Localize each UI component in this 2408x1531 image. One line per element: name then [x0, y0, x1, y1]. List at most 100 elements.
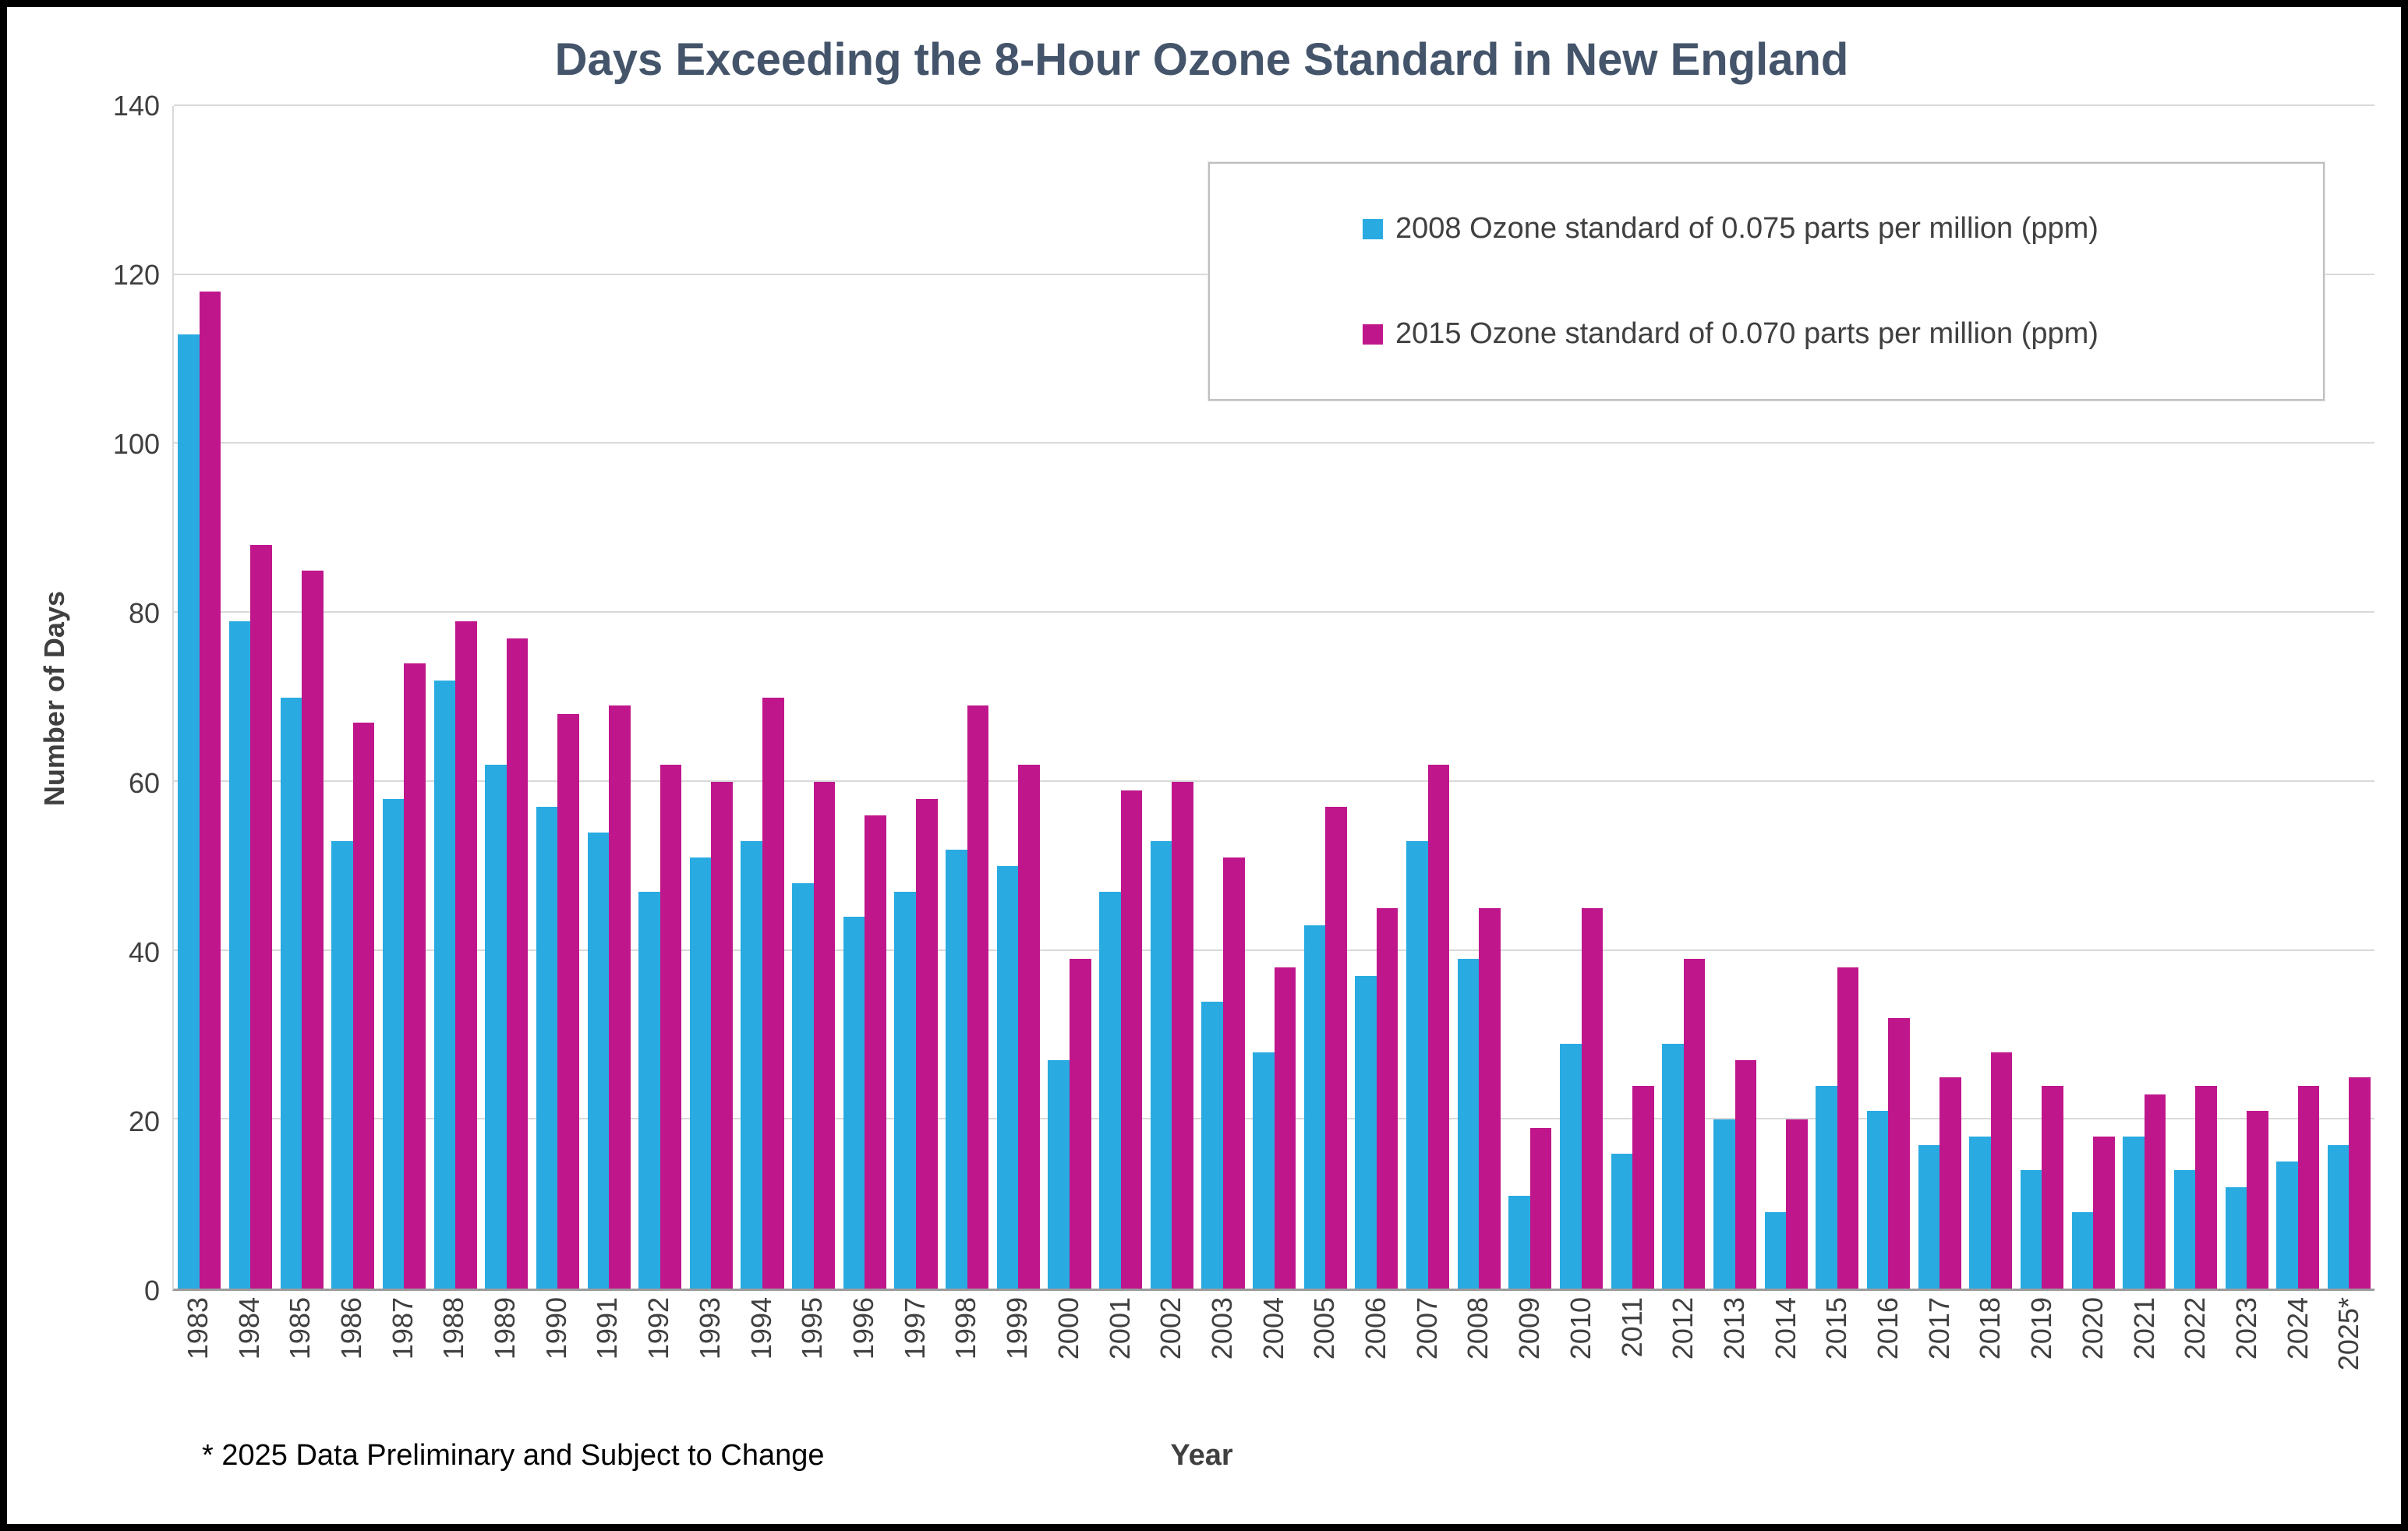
x-tick-label: 1989 — [479, 1297, 531, 1360]
bar — [2297, 1085, 2320, 1289]
x-tick-label-text: 2016 — [1872, 1297, 1904, 1360]
bar — [792, 882, 814, 1289]
x-tick-label-text: 1986 — [334, 1297, 367, 1360]
bar — [331, 840, 353, 1289]
bar — [1120, 790, 1143, 1289]
x-tick-label-text: 2019 — [2025, 1297, 2058, 1360]
bar-group — [2170, 106, 2222, 1289]
chart-body: Number of Days 0 20 40 60 80 100 120 140 2008 O… — [24, 92, 2379, 1420]
bar-group — [1299, 106, 1351, 1289]
bar-group — [1556, 106, 1607, 1289]
bar — [946, 849, 967, 1289]
x-tick-label-text: 1985 — [284, 1297, 316, 1360]
bar-group — [737, 106, 788, 1289]
bar — [1253, 1052, 1275, 1289]
bar-group — [686, 106, 737, 1289]
bar — [2123, 1136, 2145, 1289]
x-tick-label-text: 1995 — [796, 1297, 829, 1360]
bar — [1457, 959, 1480, 1289]
bar — [1376, 908, 1398, 1289]
x-tick-label: 2014 — [1760, 1297, 1812, 1360]
legend-entry: 2015 Ozone standard of 0.070 parts per m… — [1363, 317, 2292, 351]
bar — [1018, 765, 1040, 1289]
bar — [1406, 840, 1428, 1289]
x-tick-label-text: 1983 — [181, 1297, 214, 1360]
bar — [1816, 1085, 1837, 1289]
bar-group — [2119, 106, 2170, 1289]
legend-entry: 2008 Ozone standard of 0.075 parts per m… — [1363, 212, 2292, 246]
bar — [1990, 1052, 2013, 1289]
bar — [741, 840, 763, 1289]
x-tick-label-text: 2020 — [2076, 1297, 2109, 1360]
x-tick-label-text: 2024 — [2281, 1297, 2314, 1360]
bar — [1918, 1144, 1940, 1289]
x-tick-label-text: 2007 — [1410, 1297, 1443, 1360]
x-tick-label-text: 2009 — [1513, 1297, 1546, 1360]
bar-group — [1658, 106, 1710, 1289]
bar-group — [276, 106, 327, 1289]
x-axis-labels: 1983 1984 1985 1986 1987 1988 1989 1990 1991 1992… — [172, 1297, 2374, 1420]
x-tick-label: 2005 — [1299, 1297, 1350, 1360]
bar — [2144, 1094, 2166, 1289]
bar — [404, 663, 426, 1289]
x-tick-label: 2011 — [1607, 1297, 1658, 1357]
bar — [2247, 1111, 2268, 1289]
bar-group — [1760, 106, 1812, 1289]
bar-group — [430, 106, 481, 1289]
x-tick-label-text: 2005 — [1308, 1297, 1341, 1360]
x-tick-label: 2006 — [1350, 1297, 1402, 1360]
bar-group — [532, 106, 584, 1289]
x-tick-label: 2016 — [1862, 1297, 1914, 1360]
bar-group — [2017, 106, 2068, 1289]
x-tick-label: 1994 — [736, 1297, 787, 1360]
x-tick-label-text: 2015 — [1820, 1297, 1853, 1360]
bar — [1581, 908, 1604, 1289]
bar — [2327, 1144, 2350, 1289]
bar — [485, 765, 507, 1289]
x-tick-label: 2020 — [2067, 1297, 2119, 1360]
bar — [1099, 891, 1121, 1289]
bar-group — [1249, 106, 1300, 1289]
bar-group — [942, 106, 993, 1289]
bar — [843, 917, 865, 1289]
gridline — [174, 104, 2374, 106]
x-tick-label: 2018 — [1965, 1297, 2017, 1360]
bar — [2173, 1170, 2196, 1289]
y-tick-label: 120 — [112, 259, 160, 292]
x-tick-label: 1984 — [224, 1297, 275, 1360]
bar — [506, 638, 529, 1289]
bar — [659, 765, 682, 1289]
bar — [1325, 807, 1347, 1289]
bar — [1479, 908, 1501, 1289]
bar — [2276, 1162, 2298, 1289]
x-tick-label: 2017 — [1914, 1297, 1965, 1360]
bar — [199, 292, 221, 1289]
x-tick-label-text: 2023 — [2229, 1297, 2262, 1360]
x-tick-label-text: 2022 — [2179, 1297, 2212, 1360]
x-tick-label: 1998 — [941, 1297, 992, 1360]
bar-group — [481, 106, 532, 1289]
x-tick-label-text: 2025* — [2332, 1297, 2365, 1371]
bar-group — [788, 106, 840, 1289]
bar-group — [1146, 106, 1197, 1289]
bar — [2020, 1170, 2042, 1289]
x-tick-label-text: 1987 — [386, 1297, 419, 1360]
x-tick-label-text: 2006 — [1360, 1297, 1392, 1360]
bar-group — [1965, 106, 2017, 1289]
bar — [609, 705, 631, 1289]
y-tick-label: 100 — [112, 428, 160, 461]
x-tick-label-text: 1993 — [693, 1297, 726, 1360]
bar-group — [1197, 106, 1249, 1289]
x-tick-label-text: 1991 — [591, 1297, 624, 1360]
x-tick-label: 2012 — [1657, 1297, 1709, 1360]
bar — [1069, 959, 1091, 1289]
legend-swatch-icon — [1363, 218, 1383, 239]
bar — [1274, 967, 1296, 1289]
x-tick-label: 1993 — [684, 1297, 736, 1360]
x-tick-label: 2015 — [1812, 1297, 1863, 1360]
x-tick-label-text: 1989 — [489, 1297, 522, 1360]
bar — [1150, 840, 1172, 1289]
bar — [1303, 925, 1326, 1289]
bar-group — [2272, 106, 2324, 1289]
bar-group — [583, 106, 635, 1289]
